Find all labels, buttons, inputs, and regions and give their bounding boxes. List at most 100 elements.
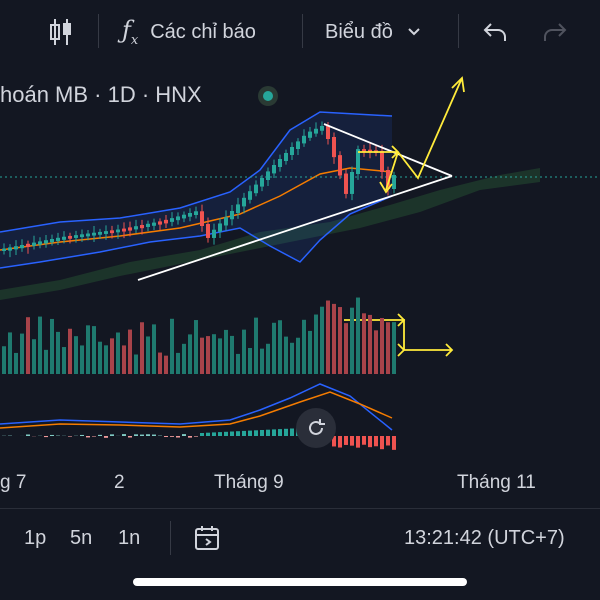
volume-bar xyxy=(302,319,306,374)
volume-bar xyxy=(362,313,366,374)
macd-bar xyxy=(386,436,390,446)
x-axis-label: g 7 xyxy=(0,472,27,493)
interval-1n-button[interactable]: 1n xyxy=(118,526,141,549)
volume-bar xyxy=(14,352,18,374)
volume-bar xyxy=(344,323,348,374)
candle-body xyxy=(272,165,276,174)
candle-body xyxy=(326,125,330,139)
macd-bar xyxy=(266,429,270,436)
candle-body xyxy=(98,231,102,235)
volume-bar xyxy=(254,317,258,374)
macd-bar xyxy=(128,436,132,438)
interval-1p-button[interactable]: 1p xyxy=(24,526,47,549)
volume-bar xyxy=(44,349,48,374)
volume-bar xyxy=(116,332,120,374)
candle-body xyxy=(230,211,234,220)
macd-bar xyxy=(122,434,126,436)
candlestick-icon[interactable] xyxy=(48,0,74,64)
candle-body xyxy=(380,150,384,172)
volume-bar xyxy=(122,345,126,374)
volume-bar xyxy=(296,337,300,374)
macd-bar xyxy=(218,432,222,436)
volume-bar xyxy=(338,307,342,374)
volume-bar xyxy=(392,322,396,374)
signal-line xyxy=(0,391,393,429)
date-range-icon[interactable] xyxy=(194,509,220,567)
volume-bars xyxy=(2,297,396,374)
macd-bar xyxy=(368,436,372,448)
volume-bar xyxy=(128,329,132,374)
volume-bar xyxy=(92,326,96,374)
volume-bar xyxy=(86,325,90,374)
volume-bar xyxy=(170,318,174,374)
macd-bar xyxy=(176,436,180,438)
x-axis-label: Tháng 9 xyxy=(214,472,284,493)
volume-bar xyxy=(374,330,378,374)
candle-body xyxy=(182,214,186,219)
volume-bar xyxy=(236,353,240,374)
volume-bar xyxy=(200,337,204,374)
candle-body xyxy=(314,128,318,134)
candle-body xyxy=(38,241,42,245)
candle-body xyxy=(368,149,372,153)
volume-bar xyxy=(20,333,24,374)
candle-body xyxy=(164,219,168,224)
candle-body xyxy=(152,222,156,226)
volume-bar xyxy=(182,343,186,374)
candle-body xyxy=(44,240,48,244)
chevron-down-icon xyxy=(408,28,420,36)
volume-bar xyxy=(146,336,150,374)
ichimoku-cloud xyxy=(0,168,540,300)
macd-bar xyxy=(92,436,96,437)
macd-bar xyxy=(224,431,228,436)
volume-bar xyxy=(50,318,54,374)
candle-body xyxy=(392,175,396,189)
interval-5n-button[interactable]: 5n xyxy=(70,526,93,549)
bottom-divider xyxy=(170,521,171,555)
reset-icon[interactable] xyxy=(296,408,336,448)
macd-bar xyxy=(230,431,234,436)
volume-bar xyxy=(212,334,216,374)
volume-bar xyxy=(230,335,234,374)
macd-bar xyxy=(380,436,384,450)
macd-bar xyxy=(362,436,366,445)
macd-bar xyxy=(374,436,378,447)
symbol-title[interactable]: hoán MB · 1D · HNX xyxy=(0,82,202,107)
candle-body xyxy=(26,243,30,247)
volume-bar xyxy=(188,334,192,374)
redo-icon[interactable] xyxy=(542,0,568,64)
volume-bar xyxy=(314,314,318,374)
candle-body xyxy=(176,216,180,221)
undo-icon[interactable] xyxy=(482,0,508,64)
volume-bar xyxy=(194,320,198,374)
candle-body xyxy=(308,131,312,138)
candle-body xyxy=(32,242,36,246)
indicators-button[interactable]: ƒx Các chỉ báo xyxy=(122,0,256,64)
candle-body xyxy=(68,235,72,239)
candle-body xyxy=(128,227,132,231)
candle-body xyxy=(242,197,246,207)
candle-body xyxy=(140,225,144,229)
macd-bar xyxy=(212,432,216,436)
candle-body xyxy=(20,245,24,249)
volume-bar xyxy=(380,318,384,374)
macd-bar xyxy=(344,436,348,445)
volume-bar xyxy=(134,354,138,374)
volume-bar xyxy=(8,332,12,374)
chart-type-button[interactable]: Biểu đồ xyxy=(325,0,421,64)
candle-body xyxy=(188,213,192,217)
candle-body xyxy=(200,211,204,226)
bollinger-fill xyxy=(0,112,392,268)
macd-bar xyxy=(200,433,204,436)
volume-bar xyxy=(110,338,114,374)
clock-display[interactable]: 13:21:42 (UTC+7) xyxy=(404,526,565,549)
macd-bar xyxy=(338,436,342,448)
market-status-icon xyxy=(258,86,278,106)
macd-bar xyxy=(44,436,48,438)
candle-body xyxy=(236,204,240,213)
candles-group xyxy=(2,121,396,258)
home-indicator[interactable] xyxy=(133,578,467,586)
volume-bar xyxy=(284,336,288,374)
macd-bar xyxy=(80,434,84,436)
macd-bar xyxy=(170,436,174,437)
